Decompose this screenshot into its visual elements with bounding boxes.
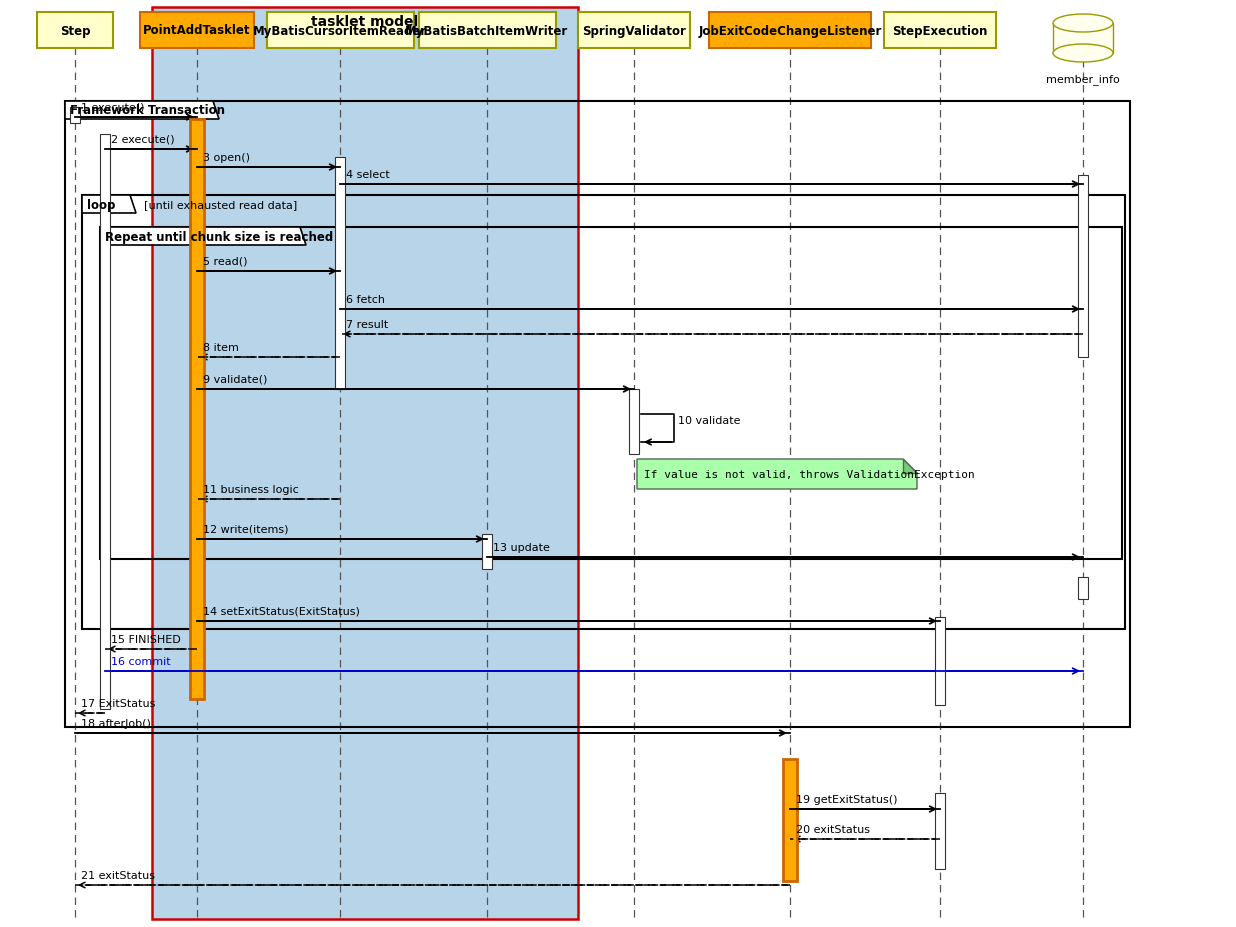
Text: tasklet model: tasklet model (311, 15, 419, 29)
Bar (82, 196, 1125, 629)
Text: 8 item: 8 item (203, 343, 239, 352)
Polygon shape (904, 460, 917, 474)
Bar (1078, 176, 1088, 358)
Text: MyBatisCursorItemReader: MyBatisCursorItemReader (253, 24, 428, 37)
Text: 1 execute(): 1 execute() (82, 103, 145, 113)
Bar (1053, 24, 1112, 54)
Polygon shape (100, 228, 307, 246)
Text: 18 afterJob(): 18 afterJob() (82, 718, 151, 729)
Text: 11 business logic: 11 business logic (203, 485, 299, 494)
Bar (70, 108, 80, 124)
Polygon shape (66, 102, 219, 120)
FancyBboxPatch shape (884, 13, 996, 49)
Bar (335, 158, 345, 389)
Text: 7 result: 7 result (346, 320, 388, 330)
Text: Step: Step (59, 24, 90, 37)
Text: member_info: member_info (1046, 74, 1120, 84)
Text: 16 commit: 16 commit (111, 656, 171, 667)
Ellipse shape (1053, 15, 1112, 33)
Text: 12 write(items): 12 write(items) (203, 525, 288, 535)
Text: 21 exitStatus: 21 exitStatus (82, 870, 154, 880)
Text: Repeat until chunk size is reached: Repeat until chunk size is reached (105, 230, 334, 243)
Text: 20 exitStatus: 20 exitStatus (796, 824, 870, 834)
Text: loop: loop (87, 198, 115, 211)
FancyBboxPatch shape (37, 13, 112, 49)
Text: 3 open(): 3 open() (203, 153, 250, 163)
Bar (782, 759, 797, 881)
Polygon shape (82, 196, 136, 214)
Text: MyBatisBatchItemWriter: MyBatisBatchItemWriter (405, 24, 569, 37)
Text: StepExecution: StepExecution (892, 24, 988, 37)
Text: 19 getExitStatus(): 19 getExitStatus() (796, 794, 897, 804)
Bar (66, 102, 1130, 727)
Text: 4 select: 4 select (346, 170, 389, 180)
Ellipse shape (1053, 44, 1112, 63)
Bar (1078, 578, 1088, 600)
FancyBboxPatch shape (709, 13, 871, 49)
Bar (100, 134, 110, 709)
Text: 6 fetch: 6 fetch (346, 295, 384, 305)
Bar (934, 794, 946, 870)
Text: 2 execute(): 2 execute() (111, 134, 174, 145)
Text: 13 update: 13 update (493, 542, 550, 552)
Text: PointAddTasklet: PointAddTasklet (143, 24, 251, 37)
Bar (190, 120, 204, 699)
Text: 5 read(): 5 read() (203, 257, 247, 267)
Text: 14 setExitStatus(ExitStatus): 14 setExitStatus(ExitStatus) (203, 606, 360, 616)
Text: Framework Transaction: Framework Transaction (70, 105, 225, 118)
FancyBboxPatch shape (578, 13, 690, 49)
Polygon shape (637, 460, 917, 489)
Text: If value is not valid, throws ValidationException: If value is not valid, throws Validation… (644, 469, 975, 479)
Text: JobExitCodeChangeListener: JobExitCodeChangeListener (698, 24, 881, 37)
Text: 9 validate(): 9 validate() (203, 375, 267, 385)
FancyBboxPatch shape (267, 13, 414, 49)
Text: [until exhausted read data]: [until exhausted read data] (145, 200, 297, 210)
Bar (934, 617, 946, 705)
Bar (152, 8, 578, 919)
FancyBboxPatch shape (419, 13, 555, 49)
Bar (100, 228, 1122, 559)
Text: 17 ExitStatus: 17 ExitStatus (82, 698, 156, 708)
Bar (629, 389, 639, 454)
Text: 15 FINISHED: 15 FINISHED (111, 634, 180, 644)
FancyBboxPatch shape (140, 13, 255, 49)
Bar (482, 535, 492, 569)
Text: SpringValidator: SpringValidator (582, 24, 686, 37)
Text: 10 validate: 10 validate (679, 415, 740, 425)
